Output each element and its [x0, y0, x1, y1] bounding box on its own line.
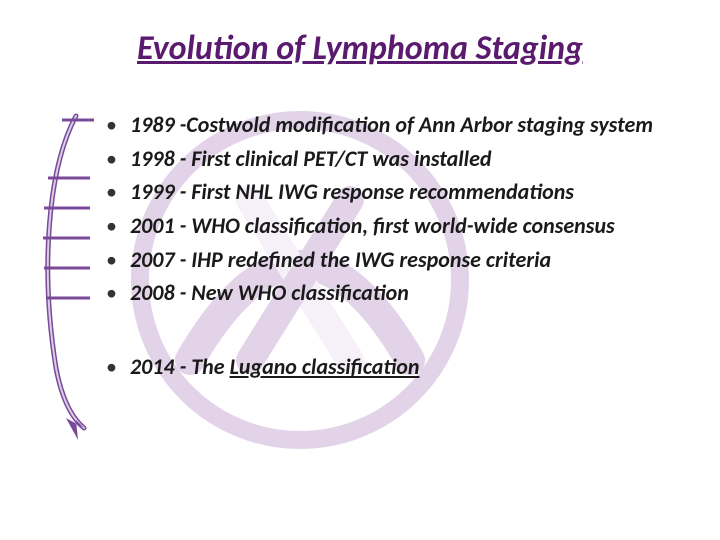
timeline-text: 1989 -Costwold modification of Ann Arbor…: [130, 110, 686, 140]
final-prefix: 2014 - The: [130, 353, 230, 380]
slide-title: Evolution of Lymphoma Staging: [0, 28, 720, 69]
timeline-text: 1998 - First clinical PET/CT was install…: [130, 144, 686, 174]
bullet-icon: •: [106, 144, 130, 174]
timeline-item: • 1999 - First NHL IWG response recommen…: [106, 177, 686, 207]
bullet-icon: •: [106, 211, 130, 241]
timeline-item: • 1998 - First clinical PET/CT was insta…: [106, 144, 686, 174]
timeline-text: 1999 - First NHL IWG response recommenda…: [130, 177, 686, 207]
bullet-icon: •: [106, 177, 130, 207]
final-underlined: Lugano classification: [230, 353, 420, 380]
spacer: [106, 312, 686, 352]
timeline-item: • 2007 - IHP redefined the IWG response …: [106, 245, 686, 275]
timeline-final-item: • 2014 - The Lugano classification: [106, 352, 686, 382]
timeline-text: 2001 - WHO classification, first world-w…: [130, 211, 686, 241]
timeline-final-text: 2014 - The Lugano classification: [130, 352, 686, 382]
timeline-list: • 1989 -Costwold modification of Ann Arb…: [106, 110, 686, 386]
timeline-arrow: [28, 108, 98, 448]
timeline-item: • 2001 - WHO classification, first world…: [106, 211, 686, 241]
timeline-item: • 1989 -Costwold modification of Ann Arb…: [106, 110, 686, 140]
bullet-icon: •: [106, 352, 130, 382]
timeline-text: 2007 - IHP redefined the IWG response cr…: [130, 245, 686, 275]
bullet-icon: •: [106, 245, 130, 275]
bullet-icon: •: [106, 278, 130, 308]
timeline-item: • 2008 - New WHO classification: [106, 278, 686, 308]
bullet-icon: •: [106, 110, 130, 140]
timeline-text: 2008 - New WHO classification: [130, 278, 686, 308]
